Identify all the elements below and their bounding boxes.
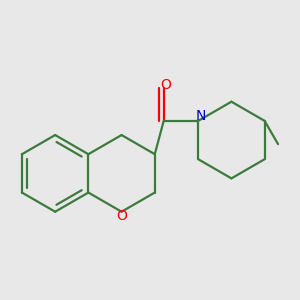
- Text: O: O: [116, 209, 127, 223]
- Text: N: N: [196, 109, 206, 123]
- Text: O: O: [160, 78, 171, 92]
